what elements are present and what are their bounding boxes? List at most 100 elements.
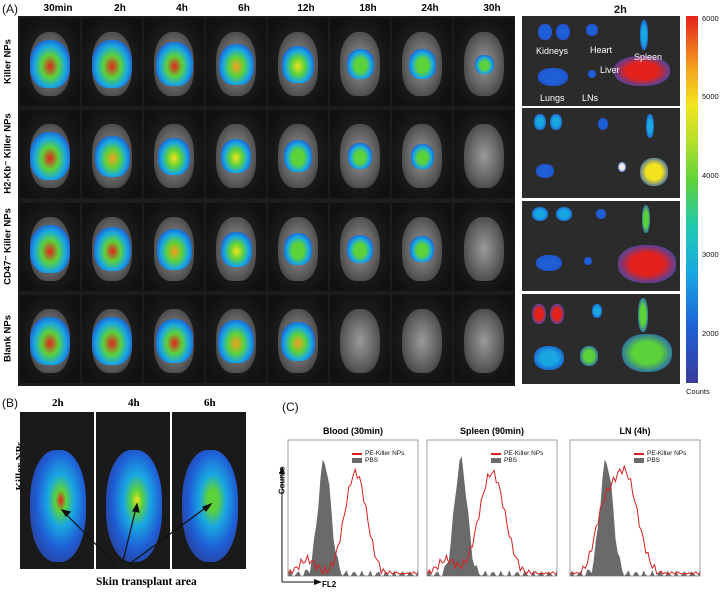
mouse-body [340, 309, 380, 373]
colorbar [686, 16, 698, 383]
heat-signal [218, 319, 254, 363]
legend-swatch-pbs [491, 458, 501, 463]
time-label-4: 12h [297, 3, 315, 14]
heat-signal [346, 49, 374, 79]
mouse-image-r0-c2 [144, 18, 204, 106]
organ-signal [534, 346, 564, 370]
organ-signal [618, 162, 626, 172]
mouse-image-r2-c5 [330, 203, 390, 291]
organ-image-row-0 [522, 16, 680, 106]
mouse-image-r3-c7 [454, 295, 514, 383]
panel-c-y-axis-label-text: Counts [277, 466, 287, 495]
legend-swatch-pe [352, 452, 362, 455]
organ-image-row-3 [522, 294, 680, 384]
mouse-image-r1-c4 [268, 110, 328, 198]
time-label-7: 30h [483, 3, 501, 14]
mouse-image-r1-c6 [392, 110, 452, 198]
pbs-histogram-0 [288, 459, 418, 576]
panel-b-time-0: 2h [52, 397, 64, 409]
legend-item-pe: PE-Killer NPs [352, 450, 404, 457]
legend-item-pbs: PBS [491, 457, 543, 464]
histogram-legend-0: PE-Killer NPs PBS [352, 450, 404, 464]
mouse-image-r1-c3 [206, 110, 266, 198]
mouse-image-r1-c0 [20, 110, 80, 198]
mouse-image-r3-c0 [20, 295, 80, 383]
mouse-image-r0-c6 [392, 18, 452, 106]
heat-signal [156, 228, 192, 270]
legend-swatch-pbs [352, 458, 362, 463]
mouse-image-r3-c5 [330, 295, 390, 383]
heat-signal [410, 236, 434, 262]
panel-b-image-0 [20, 412, 94, 569]
legend-item-pbs: PBS [634, 457, 686, 464]
panel-b-letter: (B) [2, 396, 18, 410]
organ-signal [580, 346, 598, 366]
time-label-3: 6h [238, 3, 250, 14]
mouse-image-r0-c1 [82, 18, 142, 106]
pbs-histogram-2 [570, 459, 700, 576]
organ-signal [596, 209, 606, 219]
legend-label-pe: PE-Killer NPs [647, 450, 687, 457]
legend-swatch-pe [634, 452, 644, 455]
colorbar-tick-1: 5000 [702, 92, 719, 101]
panel-b-time-2: 6h [204, 397, 216, 409]
histogram-title-0: Blood (30min) [323, 426, 383, 436]
time-label-6: 24h [421, 3, 439, 14]
mouse-image-r0-c3 [206, 18, 266, 106]
mouse-image-r1-c5 [330, 110, 390, 198]
mouse-image-r1-c7 [454, 110, 514, 198]
mouse-image-r3-c4 [268, 295, 328, 383]
colorbar-tick-0: 6000 [702, 14, 719, 23]
organ-signal [638, 298, 648, 332]
legend-item-pe: PE-Killer NPs [491, 450, 543, 457]
histogram-legend-2: PE-Killer NPs PBS [634, 450, 686, 464]
heat-signal [220, 231, 252, 267]
heat-signal [410, 143, 434, 169]
organ-signal [550, 304, 564, 324]
organ-signal [538, 24, 552, 40]
organ-signal [586, 24, 598, 36]
heat-signal [284, 233, 312, 265]
organ-signal [532, 304, 546, 324]
panel-c-x-axis-label: FL2 [322, 580, 337, 589]
panel-b-mouse-body [106, 450, 162, 562]
legend-swatch-pbs [634, 458, 644, 463]
panel-b-caption: Skin transplant area [96, 576, 197, 588]
mouse-image-r0-c5 [330, 18, 390, 106]
heat-signal [155, 319, 193, 363]
organ-label-heart: Heart [590, 45, 613, 55]
mouse-image-r3-c2 [144, 295, 204, 383]
heat-signal [348, 143, 372, 169]
organ-signal [646, 114, 654, 138]
panel-a-organ-time-label: 2h [614, 4, 627, 16]
mouse-image-r3-c3 [206, 295, 266, 383]
time-label-5: 18h [359, 3, 377, 14]
mouse-body [464, 124, 504, 188]
organ-label-kidneys: Kidneys [536, 46, 569, 56]
colorbar-tick-2: 4000 [702, 171, 719, 180]
organ-label-lungs: Lungs [540, 93, 565, 103]
heat-signal [158, 137, 190, 175]
mouse-image-r2-c2 [144, 203, 204, 291]
heat-signal [155, 42, 193, 86]
organ-image-row-2 [522, 201, 680, 291]
organ-signal [622, 334, 672, 372]
organ-signal [584, 257, 592, 265]
mouse-image-r1-c2 [144, 110, 204, 198]
heat-signal [93, 227, 131, 271]
pe-killer-histogram-0 [287, 467, 418, 576]
heat-signal [221, 139, 251, 173]
panel-a-letter: (A) [2, 2, 18, 16]
legend-swatch-pe [491, 452, 501, 455]
time-label-1: 2h [114, 3, 126, 14]
mouse-body [464, 217, 504, 281]
organ-signal [534, 114, 546, 130]
colorbar-tick-3: 3000 [702, 250, 719, 259]
organ-signal [538, 68, 568, 86]
mouse-image-r3-c6 [392, 295, 452, 383]
time-label-0: 30min [43, 3, 73, 14]
mouse-image-r2-c6 [392, 203, 452, 291]
pbs-histogram-1 [427, 456, 557, 576]
organ-label-lns: LNs [582, 93, 599, 103]
